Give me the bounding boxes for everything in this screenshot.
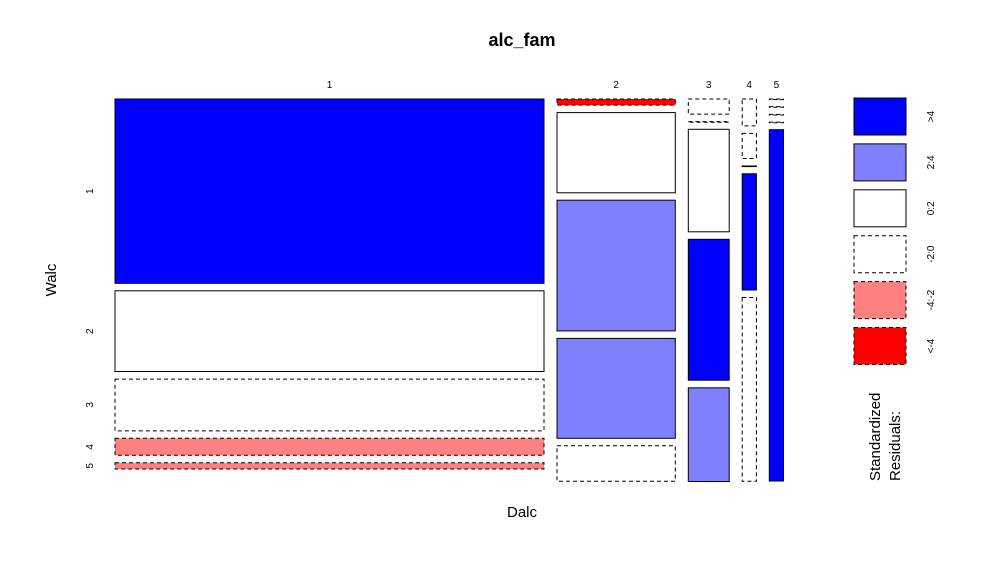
- mosaic-cell: [556, 199, 676, 332]
- mosaic-cell: [687, 128, 730, 233]
- legend-items: >4 2:4 0:2 -2:0 -4:-2 <-4: [853, 97, 937, 365]
- mosaic-cell: [556, 445, 676, 482]
- x-tick-label: 2: [613, 80, 619, 91]
- mosaic-cell: [687, 387, 730, 482]
- mosaic-cell: [768, 106, 784, 108]
- legend-label: -2:0: [926, 245, 937, 263]
- x-axis-label: Dalc: [507, 504, 538, 521]
- mosaic-cell: [687, 98, 730, 115]
- mosaic-cell: [741, 132, 757, 159]
- mosaic-cell: [768, 121, 784, 124]
- legend: >4 2:4 0:2 -2:0 -4:-2 <-4 Standardized Residu…: [853, 97, 937, 481]
- legend-swatch: [853, 143, 907, 182]
- mosaic-cell: [768, 113, 784, 116]
- mosaic-cell: [114, 462, 545, 470]
- x-tick-labels: 1 2 3 4 5: [327, 80, 780, 91]
- legend-swatch: [853, 97, 907, 136]
- legend-label: 2:4: [926, 155, 937, 169]
- mosaic-cell: [741, 165, 757, 168]
- legend-swatch: [853, 189, 907, 228]
- legend-label: 0:2: [926, 201, 937, 215]
- mosaic-cell: [556, 98, 676, 106]
- x-tick-label: 5: [774, 80, 780, 91]
- mosaic-cell: [768, 129, 784, 482]
- y-tick-label: 3: [85, 402, 96, 408]
- mosaic-cell: [556, 337, 676, 439]
- mosaic-cell: [114, 98, 545, 284]
- legend-swatch: [853, 235, 907, 274]
- x-tick-label: 1: [327, 80, 333, 91]
- y-tick-label: 4: [85, 444, 96, 450]
- y-axis-label: Walc: [43, 263, 60, 296]
- mosaic-cell: [687, 121, 730, 123]
- mosaic-cell: [768, 98, 784, 101]
- mosaic-cell: [114, 437, 545, 456]
- mosaic-cells: [114, 98, 784, 482]
- y-tick-label: 2: [85, 328, 96, 334]
- x-tick-label: 4: [746, 80, 752, 91]
- y-tick-label: 5: [85, 463, 96, 469]
- mosaic-cell: [687, 238, 730, 381]
- mosaic-cell: [741, 173, 757, 291]
- mosaic-cell: [114, 378, 545, 432]
- x-tick-label: 3: [706, 80, 712, 91]
- legend-title-line1: Standardized: [867, 393, 884, 481]
- mosaic-cell: [741, 98, 757, 127]
- chart-title: alc_fam: [488, 30, 555, 50]
- y-tick-label: 1: [85, 188, 96, 194]
- mosaic-cell: [114, 290, 545, 372]
- legend-label: >4: [926, 110, 937, 122]
- y-tick-labels: 1 2 3 4 5: [85, 188, 96, 469]
- legend-title-line2: Residuals:: [887, 411, 904, 481]
- legend-label: <-4: [926, 338, 937, 353]
- mosaic-cell: [741, 297, 757, 482]
- legend-label: -4:-2: [926, 289, 937, 310]
- mosaic-cell: [556, 112, 676, 194]
- legend-swatch: [853, 281, 907, 320]
- legend-swatch: [853, 327, 907, 365]
